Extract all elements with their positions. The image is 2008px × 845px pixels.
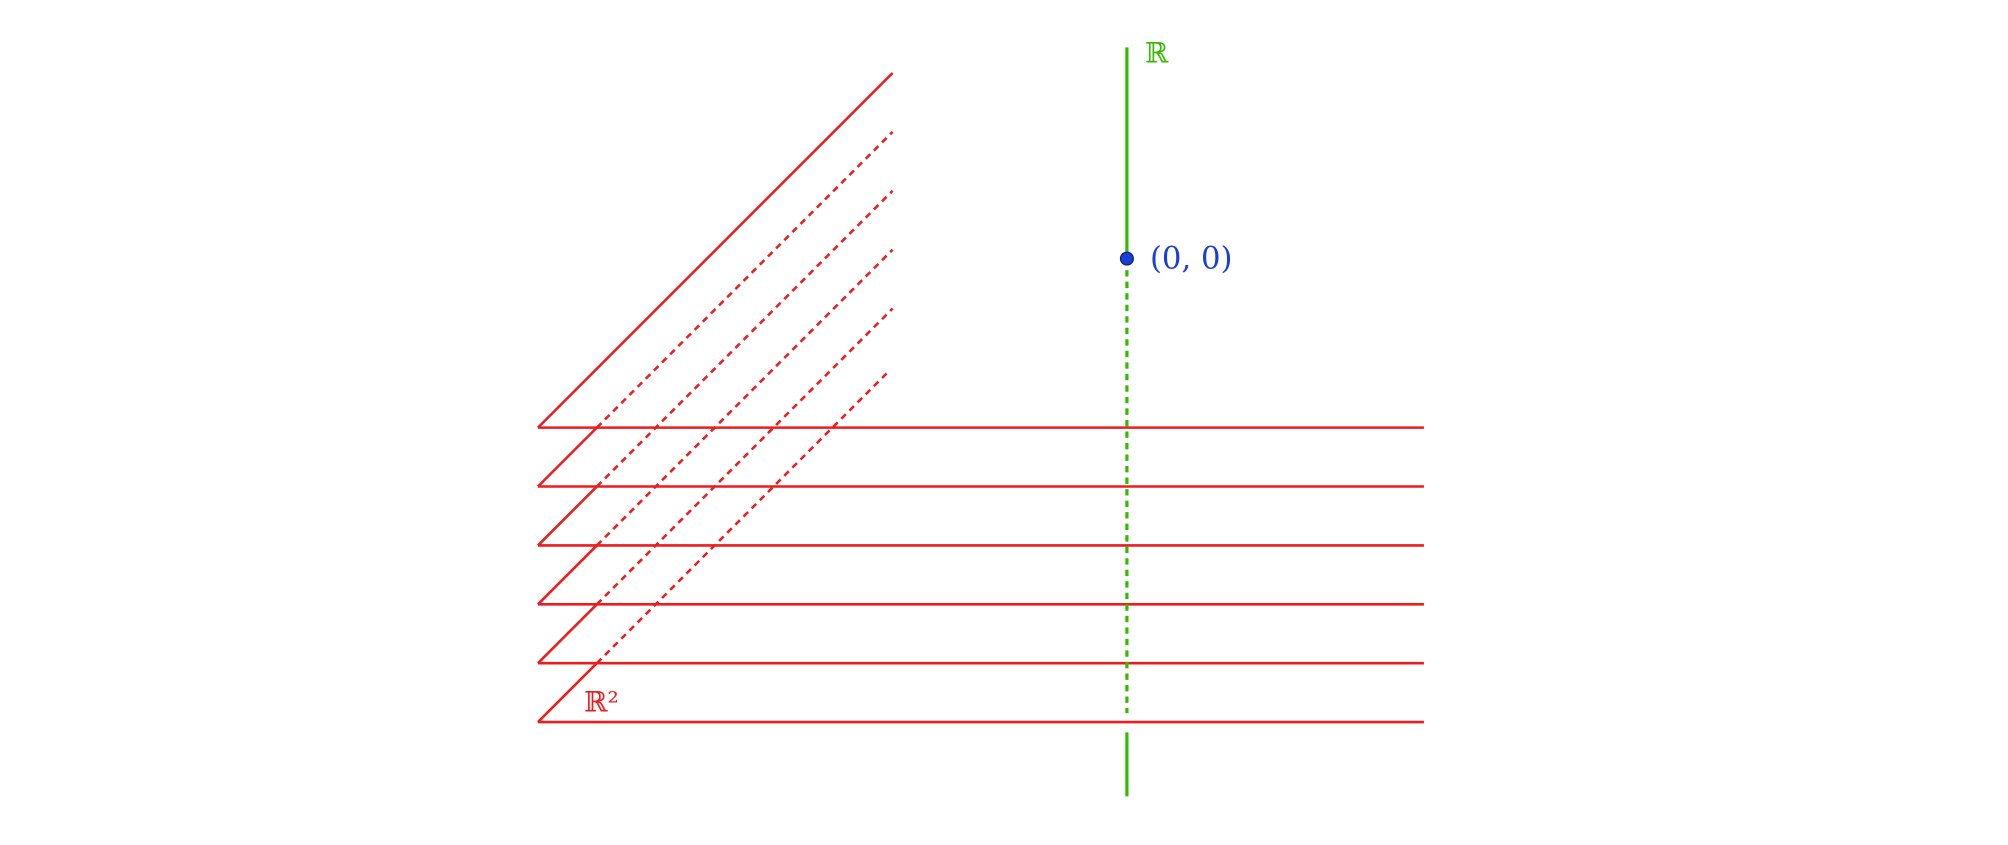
origin-label: (0, 0): [1150, 240, 1233, 276]
plane-label: ℝ²: [584, 686, 619, 719]
plane-side-edge-hidden: [595, 130, 894, 429]
plane-side-edge-hidden: [595, 371, 889, 665]
plane-side-edge-hidden: [595, 307, 894, 606]
real-line-label: ℝ: [1145, 37, 1169, 70]
plane-side-edge: [537, 544, 598, 606]
plane-side-edge-hidden: [595, 248, 894, 547]
plane-side-edge: [537, 485, 598, 547]
plane-side-edge-hidden: [595, 189, 894, 488]
planes: [537, 72, 1424, 724]
plane-side-edge: [537, 426, 598, 488]
plane-side-edge: [537, 72, 894, 429]
origin-point: [1119, 251, 1134, 266]
plane-side-edge: [537, 603, 598, 665]
plane-side-edge: [537, 662, 598, 723]
